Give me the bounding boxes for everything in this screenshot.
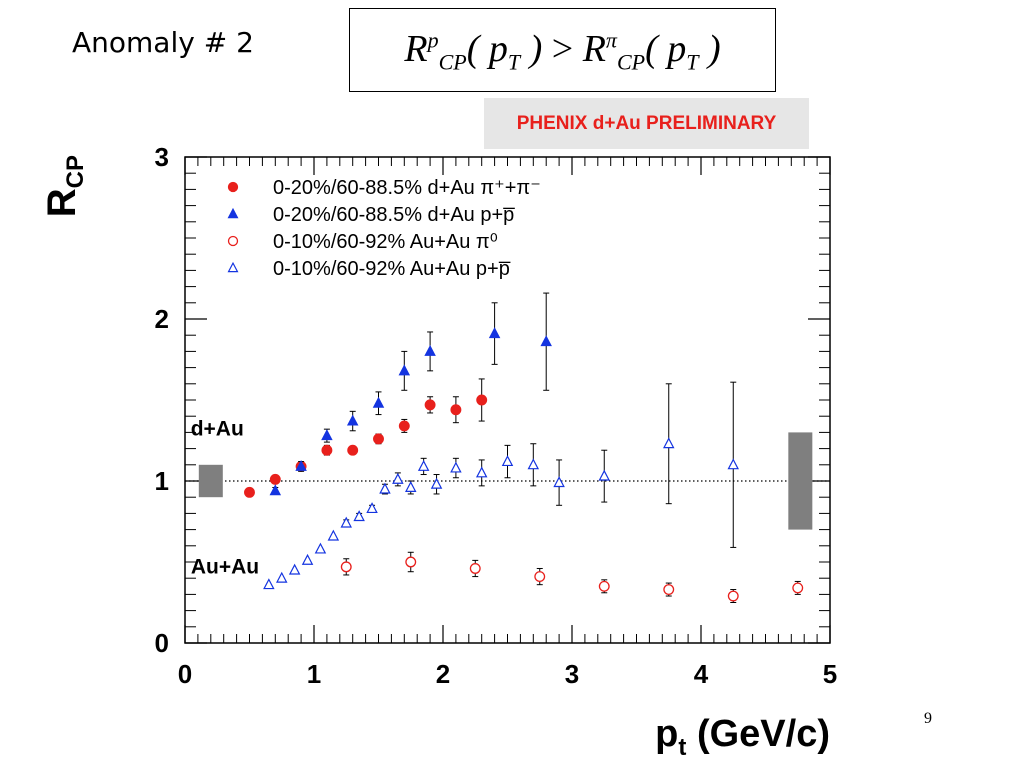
x-tick-label: 0 xyxy=(178,659,192,689)
y-axis-label: RCP xyxy=(40,155,89,217)
data-point xyxy=(295,459,307,471)
data-point xyxy=(263,578,275,590)
data-point xyxy=(405,556,417,568)
data-point xyxy=(366,502,378,514)
data-point xyxy=(534,571,546,583)
data-point xyxy=(327,529,340,541)
data-point xyxy=(727,590,739,602)
formula-arg-close-left: ) xyxy=(520,28,543,70)
legend-marker xyxy=(227,181,239,193)
data-point xyxy=(276,571,288,583)
normalization-uncertainty-box xyxy=(788,432,813,530)
system-annotation: Au+Au xyxy=(191,555,259,578)
y-tick-label: 2 xyxy=(155,304,169,334)
data-point xyxy=(727,458,739,470)
formula-rhs-sub: CP xyxy=(616,49,646,75)
data-point xyxy=(430,477,443,489)
data-point xyxy=(475,466,488,478)
x-tick-label: 2 xyxy=(436,659,450,689)
data-point xyxy=(288,563,301,575)
data-point xyxy=(398,420,410,432)
data-point xyxy=(405,481,417,492)
formula-arg-close-right: ) xyxy=(698,28,721,70)
y-tick-label: 0 xyxy=(155,628,169,658)
legend-entry: 0-10%/60-92% Au+Au p+p̅ xyxy=(273,258,511,280)
data-point xyxy=(373,433,384,445)
data-point xyxy=(301,553,314,565)
data-point xyxy=(417,459,430,471)
data-point xyxy=(540,335,552,347)
data-point xyxy=(476,394,488,406)
data-point xyxy=(527,458,540,470)
formula-lhs-sub: CP xyxy=(438,49,467,75)
preliminary-banner: PHENIX d+Au PRELIMINARY xyxy=(484,98,809,149)
data-point xyxy=(340,516,352,528)
series-3 xyxy=(340,551,804,603)
data-point xyxy=(269,484,282,496)
series-4 xyxy=(263,381,739,590)
x-tick-label: 3 xyxy=(565,659,579,689)
x-tick-label: 1 xyxy=(307,659,321,689)
data-point xyxy=(269,473,281,485)
data-point xyxy=(321,444,333,456)
legend-entry: 0-20%/60-88.5% d+Au π⁺+π⁻ xyxy=(273,177,541,199)
data-point xyxy=(244,486,255,498)
formula-lhs-sup: p xyxy=(427,27,439,53)
data-point xyxy=(598,469,610,481)
data-point xyxy=(314,542,327,554)
formula: RpCP( pT ) > RπCP( pT ) xyxy=(350,27,775,76)
system-annotation: d+Au xyxy=(191,418,244,441)
data-point xyxy=(424,399,436,411)
data-point xyxy=(501,455,514,467)
data-point xyxy=(379,482,391,494)
formula-arg-right: ( p xyxy=(645,28,687,70)
normalization-uncertainty-box xyxy=(198,464,223,498)
formula-lhs: R xyxy=(404,28,428,70)
y-tick-label: 1 xyxy=(155,466,169,496)
data-point xyxy=(663,584,675,595)
formula-rhs: R xyxy=(582,28,606,70)
formula-box: RpCP( pT ) > RπCP( pT ) xyxy=(349,8,776,92)
series-1 xyxy=(244,378,488,498)
data-point xyxy=(321,429,333,441)
legend-marker xyxy=(227,235,239,247)
formula-rhs-sup: π xyxy=(605,27,617,53)
y-tick-label: 3 xyxy=(155,142,169,172)
formula-operator: > xyxy=(542,28,583,70)
series-2 xyxy=(269,292,552,496)
legend: 0-20%/60-88.5% d+Au π⁺+π⁻ 0-20%/60-88.5% … xyxy=(227,177,541,280)
formula-arg-sub-right: T xyxy=(686,49,699,75)
data-point xyxy=(353,510,365,522)
x-tick-label: 4 xyxy=(694,659,709,689)
data-point xyxy=(392,472,404,484)
page-number: 9 xyxy=(924,710,932,727)
x-axis-label: pt (GeV/c) xyxy=(655,713,830,761)
data-point xyxy=(792,582,804,594)
data-point xyxy=(424,344,436,356)
data-point xyxy=(450,404,462,416)
data-point xyxy=(488,327,501,339)
data-point xyxy=(663,437,675,449)
formula-arg-sub-left: T xyxy=(507,49,521,75)
data-point xyxy=(372,396,385,408)
legend-entry: 0-10%/60-92% Au+Au π⁰ xyxy=(273,231,498,253)
slide-title: Anomaly # 2 xyxy=(72,26,254,59)
data-point xyxy=(553,476,565,488)
legend-entry: 0-20%/60-88.5% d+Au p+p̅ xyxy=(273,204,515,226)
data-point xyxy=(598,580,610,592)
formula-arg-left: ( p xyxy=(466,28,508,70)
data-point xyxy=(347,444,359,456)
data-point xyxy=(340,561,352,573)
data-point xyxy=(450,461,462,473)
legend-marker xyxy=(227,261,239,273)
data-point xyxy=(469,563,481,574)
data-point xyxy=(398,364,411,376)
data-point xyxy=(346,414,359,426)
x-tick-label: 5 xyxy=(823,659,837,689)
legend-marker xyxy=(227,207,239,219)
